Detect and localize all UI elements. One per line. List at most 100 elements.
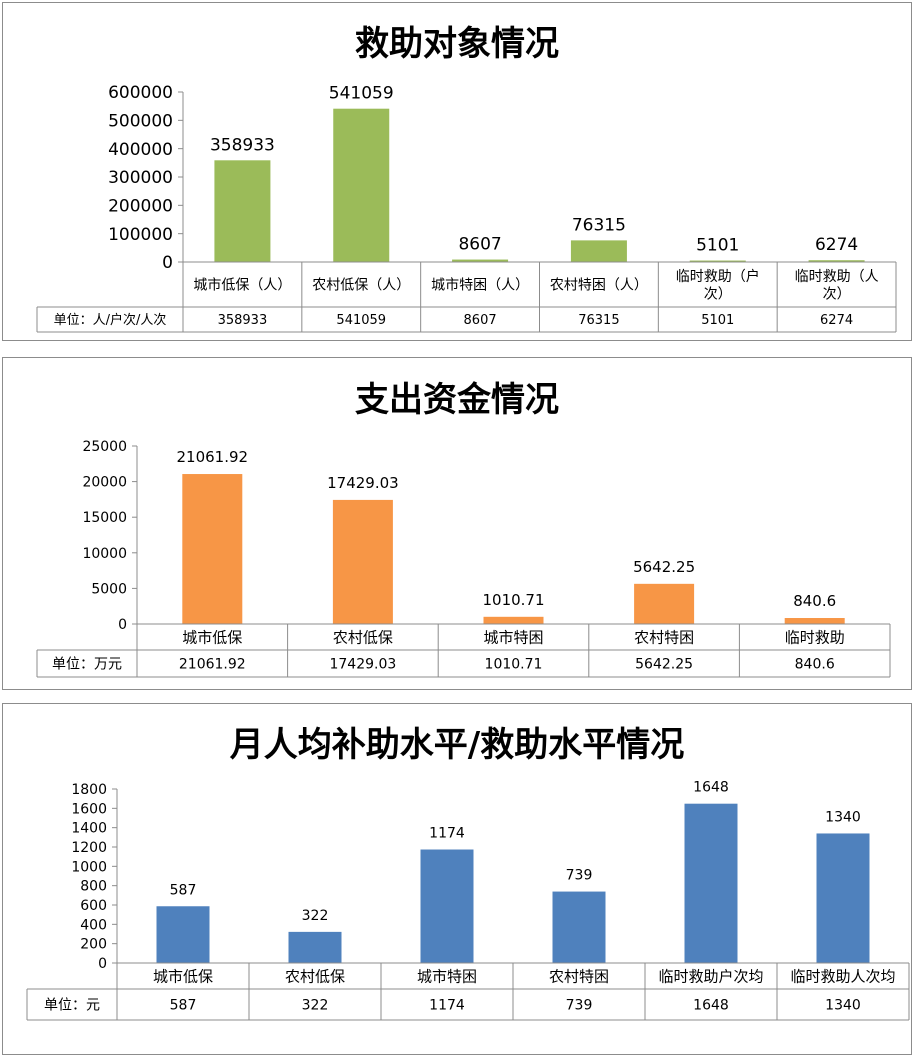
x-category-label-line: 农村低保 [333, 628, 393, 646]
y-tick-label: 1800 [71, 782, 107, 798]
x-category-label-line: 城市低保 [153, 967, 213, 985]
x-category-label: 城市特困（人） [431, 277, 529, 294]
y-tick-label: 0 [162, 253, 173, 273]
data-label: 1174 [429, 826, 465, 842]
x-category-label-line: 城市特困 [417, 967, 477, 985]
chart-title: 支出资金情况 [355, 380, 559, 420]
table-cell-value: 76315 [578, 313, 619, 328]
chart-title: 救助对象情况 [355, 24, 559, 64]
y-tick-label: 1000 [71, 859, 107, 875]
chart-funds: 支出资金情况 0 5000 10000 15000 20000 25000 21061.92 1… [36, 380, 891, 678]
chart-panel-assistance-level: 月人均补助水平/救助水平情况 0 200 400 600 800 1000 1200 1400 1… [2, 703, 912, 1055]
chart-panel-funds: 支出资金情况 0 5000 10000 15000 20000 25000 21061.92 1… [2, 357, 912, 690]
y-tick-label: 1400 [71, 821, 107, 837]
bar [634, 583, 695, 624]
x-category-label-line: 城市低保 [182, 628, 242, 646]
table-cell-value: 840.6 [795, 657, 835, 673]
x-category-label: 城市特困 [417, 967, 477, 985]
table-cell-value: 739 [566, 998, 593, 1014]
x-category-label-line: 次） [823, 286, 851, 302]
x-category-label-line: 农村特困 [634, 628, 694, 646]
table-row-label: 单位：人/户次/人次 [54, 312, 167, 328]
x-category-label: 临时救助 [785, 628, 845, 646]
data-label: 587 [170, 882, 197, 898]
bar [288, 931, 342, 963]
x-category-label: 临时救助（户次） [676, 268, 760, 303]
data-label: 840.6 [793, 592, 836, 610]
chart-recipients: 救助对象情况 0 100000 200000 300000 400000 500000 600… [36, 24, 897, 333]
bar [333, 108, 390, 262]
x-category-label-line: 临时救助（户 [676, 268, 760, 285]
x-category-label: 农村低保 [285, 967, 345, 985]
chart-assistance-level: 月人均补助水平/救助水平情况 0 200 400 600 800 1000 1200 1400 1… [26, 725, 910, 1021]
bar [332, 499, 393, 624]
data-label: 6274 [815, 235, 858, 255]
x-category-label-line: 次） [704, 286, 732, 302]
bar [570, 240, 627, 262]
x-category-label-line: 临时救助 [785, 628, 845, 646]
chart-title: 月人均补助水平/救助水平情况 [230, 725, 684, 765]
data-label: 1010.71 [482, 591, 544, 609]
x-category-label: 农村低保（人） [312, 278, 410, 294]
x-category-label: 城市低保（人） [193, 277, 291, 294]
x-category-label: 城市特困 [483, 628, 543, 646]
table-cell-value: 6274 [820, 313, 853, 328]
data-label: 322 [302, 908, 329, 924]
y-tick-label: 20000 [82, 475, 127, 491]
bar [816, 833, 870, 963]
y-tick-label: 0 [118, 617, 127, 633]
table-cell-value: 5642.25 [635, 657, 693, 673]
x-category-label: 农村特困（人） [550, 278, 648, 294]
table-row-label: 单位：万元 [52, 657, 122, 673]
x-category-label-line: 临时救助（人 [795, 269, 879, 285]
x-category-label-line: 临时救助人次均 [790, 967, 895, 985]
y-tick-label: 500000 [108, 111, 173, 131]
bar [784, 618, 845, 624]
bar [689, 260, 746, 262]
table-cell-value: 1174 [429, 998, 465, 1014]
table-cell-value: 541059 [336, 313, 386, 328]
y-tick-label: 15000 [82, 510, 127, 526]
y-tick-label: 600 [80, 898, 107, 914]
bar [483, 616, 544, 624]
x-category-label-line: 农村低保（人） [312, 278, 410, 294]
y-tick-label: 0 [98, 956, 107, 972]
y-tick-label: 400 [80, 917, 107, 933]
y-tick-label: 300000 [108, 168, 173, 188]
x-category-label: 城市低保 [153, 967, 213, 985]
x-category-label-line: 城市低保（人） [193, 277, 291, 294]
x-category-label: 农村特困 [549, 967, 609, 985]
x-category-label-line: 农村特困 [549, 967, 609, 985]
data-label: 358933 [210, 135, 275, 155]
table-cell-value: 1648 [693, 998, 729, 1014]
table-row-label: 单位：元 [44, 998, 100, 1014]
x-category-label: 临时救助人次均 [790, 967, 895, 985]
x-category-label-line: 农村低保 [285, 967, 345, 985]
x-category-label-line: 临时救助户次均 [658, 967, 763, 985]
y-tick-label: 10000 [82, 546, 127, 562]
data-label: 21061.92 [177, 448, 249, 466]
table-cell-value: 322 [302, 998, 329, 1014]
bar [214, 160, 271, 262]
x-category-label-line: 城市特困（人） [431, 277, 529, 294]
bar [552, 891, 606, 963]
y-tick-label: 5000 [91, 581, 127, 597]
table-cell-value: 1340 [825, 998, 861, 1014]
chart-panel-recipients: 救助对象情况 0 100000 200000 300000 400000 500000 600… [2, 2, 912, 341]
data-label: 5101 [696, 236, 739, 256]
x-category-label: 临时救助户次均 [658, 967, 763, 985]
bar [182, 474, 243, 624]
y-tick-label: 600000 [108, 83, 173, 103]
x-category-label-line: 城市特困 [483, 628, 543, 646]
data-label: 541059 [329, 84, 394, 104]
y-tick-label: 1200 [71, 840, 107, 856]
data-label: 739 [566, 868, 593, 884]
bar [808, 260, 865, 262]
data-label: 17429.03 [327, 474, 399, 492]
table-cell-value: 587 [170, 998, 197, 1014]
y-tick-label: 100000 [108, 225, 173, 245]
x-category-label: 农村特困 [634, 628, 694, 646]
table-cell-value: 5101 [701, 313, 734, 328]
data-label: 1648 [693, 780, 729, 796]
bar [452, 259, 509, 262]
